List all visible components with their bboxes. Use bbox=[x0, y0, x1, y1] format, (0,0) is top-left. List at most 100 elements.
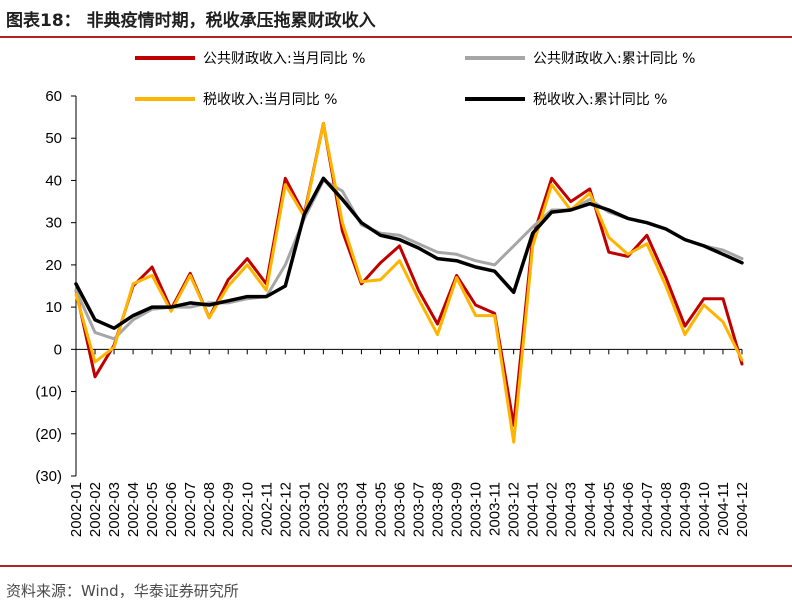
x-tick-label: 2004-04 bbox=[582, 482, 599, 537]
data-point bbox=[722, 298, 724, 300]
data-point bbox=[189, 306, 191, 308]
data-point bbox=[208, 317, 210, 319]
data-point bbox=[455, 274, 458, 277]
data-point bbox=[570, 209, 572, 211]
x-tick-label: 2002-07 bbox=[182, 482, 199, 537]
x-tick-label: 2004-06 bbox=[620, 482, 637, 537]
y-tick-label: (20) bbox=[35, 426, 62, 443]
data-point bbox=[589, 188, 591, 190]
y-tick-label: 0 bbox=[54, 341, 62, 358]
data-point bbox=[684, 238, 686, 241]
data-point bbox=[94, 319, 96, 321]
data-point bbox=[322, 177, 324, 179]
x-tick-label: 2004-03 bbox=[563, 482, 580, 537]
data-point bbox=[703, 245, 705, 247]
data-point bbox=[132, 319, 134, 321]
data-point bbox=[684, 325, 686, 327]
figure-title: 图表18： 非典疫情时期，税收承压拖累财政收入 bbox=[6, 11, 376, 31]
data-point bbox=[151, 266, 153, 268]
x-tick-label: 2003-12 bbox=[506, 482, 523, 537]
data-point bbox=[417, 243, 420, 245]
data-point bbox=[551, 184, 553, 186]
x-tick-label: 2003-10 bbox=[468, 482, 485, 537]
y-tick-label: (30) bbox=[35, 468, 62, 485]
data-point bbox=[208, 304, 210, 306]
x-tick-label: 2002-09 bbox=[220, 482, 237, 537]
data-point bbox=[436, 333, 439, 336]
data-point bbox=[475, 304, 477, 306]
data-point bbox=[417, 289, 420, 291]
data-point bbox=[246, 295, 248, 298]
x-tick-label: 2002-10 bbox=[239, 482, 256, 537]
data-point bbox=[284, 184, 286, 186]
x-tick-label: 2004-07 bbox=[639, 482, 656, 537]
data-point bbox=[551, 209, 553, 211]
data-point bbox=[75, 283, 77, 285]
data-point bbox=[341, 230, 343, 232]
data-point bbox=[170, 306, 172, 308]
top-divider bbox=[0, 36, 792, 38]
data-point bbox=[189, 302, 191, 304]
data-point bbox=[189, 272, 191, 274]
data-point bbox=[703, 298, 705, 300]
data-point bbox=[684, 333, 686, 336]
data-point bbox=[741, 363, 743, 365]
data-point bbox=[94, 361, 96, 363]
data-point bbox=[379, 234, 382, 236]
data-point bbox=[227, 300, 229, 302]
x-tick-label: 2002-04 bbox=[125, 482, 142, 537]
data-point bbox=[551, 177, 553, 179]
y-tick-label: 30 bbox=[45, 215, 62, 232]
data-point bbox=[360, 281, 363, 283]
data-point bbox=[513, 245, 515, 247]
data-point bbox=[360, 222, 363, 224]
data-point bbox=[265, 295, 267, 298]
x-tick-label: 2004-11 bbox=[715, 482, 732, 536]
x-tick-label: 2003-03 bbox=[334, 482, 351, 537]
x-tick-label: 2002-12 bbox=[277, 482, 294, 537]
bottom-divider bbox=[0, 565, 792, 567]
data-point bbox=[570, 200, 572, 203]
data-point bbox=[341, 222, 343, 224]
data-point bbox=[703, 304, 705, 306]
data-point bbox=[589, 192, 591, 194]
x-tick-label: 2003-02 bbox=[315, 482, 332, 537]
x-tick-label: 2004-09 bbox=[677, 482, 694, 537]
x-tick-label: 2004-08 bbox=[658, 482, 675, 537]
data-point bbox=[360, 283, 363, 285]
x-tick-label: 2002-01 bbox=[68, 482, 85, 537]
data-point bbox=[532, 232, 534, 234]
x-tick-label: 2003-11 bbox=[487, 482, 504, 536]
data-point bbox=[646, 234, 648, 236]
data-point bbox=[741, 262, 743, 264]
data-point bbox=[494, 312, 496, 315]
series-line-3 bbox=[74, 176, 744, 330]
x-tick-label: 2002-11 bbox=[258, 482, 275, 536]
x-tick-label: 2003-01 bbox=[296, 482, 313, 537]
data-point bbox=[227, 279, 229, 281]
data-point bbox=[417, 247, 420, 249]
data-point bbox=[398, 245, 401, 247]
data-point bbox=[94, 331, 96, 334]
series-line-0 bbox=[74, 121, 744, 427]
x-tick-label: 2002-05 bbox=[144, 482, 161, 537]
data-point bbox=[513, 291, 515, 293]
data-point bbox=[284, 177, 286, 179]
data-point bbox=[722, 249, 724, 251]
y-tick-label: 60 bbox=[45, 88, 62, 105]
data-point bbox=[436, 251, 439, 253]
data-point bbox=[113, 338, 115, 340]
y-tick-label: 20 bbox=[45, 257, 62, 274]
data-point bbox=[170, 310, 172, 312]
y-tick-label: 50 bbox=[45, 130, 62, 147]
legend-label-0: 公共财政收入:当月同比 % bbox=[203, 51, 365, 67]
x-tick-label: 2004-01 bbox=[525, 482, 542, 537]
x-tick-label: 2003-06 bbox=[391, 482, 408, 537]
data-point bbox=[475, 314, 477, 317]
data-point bbox=[646, 222, 648, 224]
x-tick-label: 2002-08 bbox=[201, 482, 218, 537]
data-point bbox=[665, 285, 667, 287]
data-point bbox=[265, 289, 267, 291]
x-tick-label: 2002-02 bbox=[87, 482, 104, 537]
